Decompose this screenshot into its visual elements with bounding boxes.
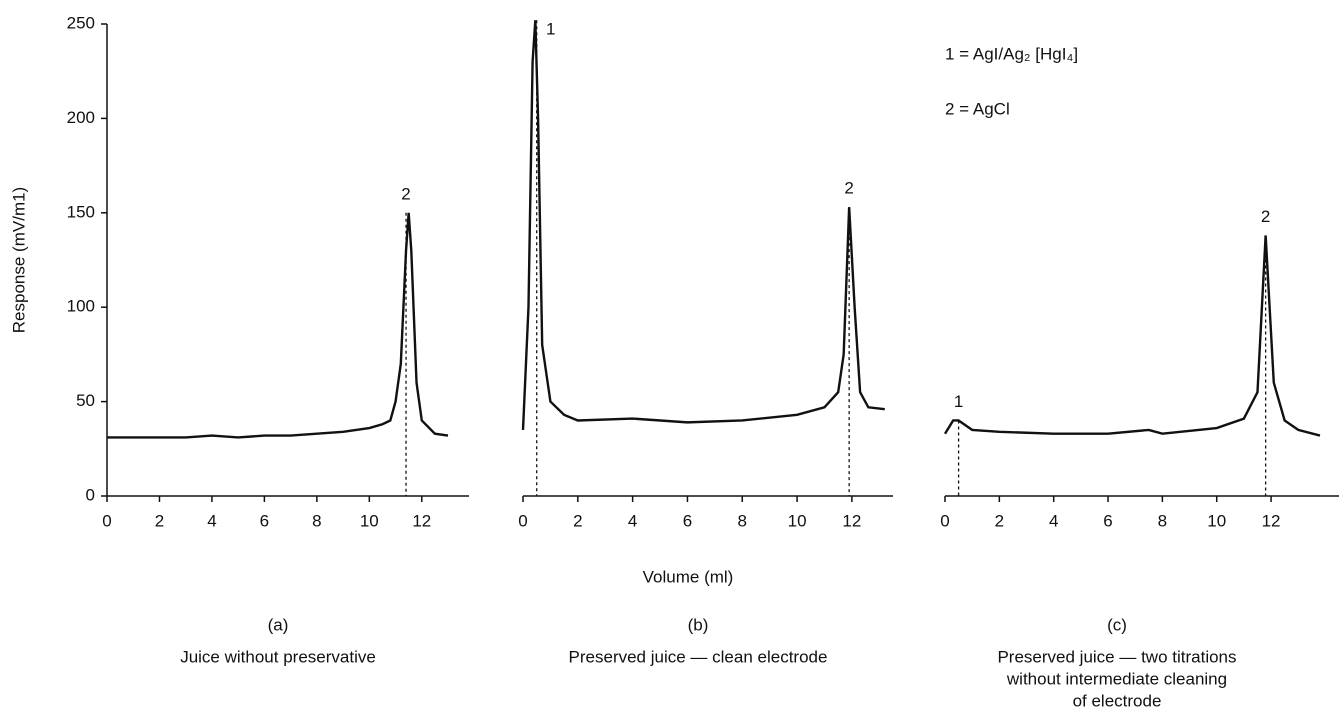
peak-label: 2 xyxy=(401,184,410,203)
x-tick-label: 6 xyxy=(1103,511,1112,530)
y-axis-label: Response (mV/m1) xyxy=(9,187,28,333)
peak-label: 2 xyxy=(1261,207,1270,226)
panel-caption: (a) xyxy=(268,615,289,634)
x-tick-label: 4 xyxy=(1049,511,1058,530)
legend-entry: 1 = AgI/Ag₂ [HgI₄] xyxy=(945,44,1078,63)
panel-caption: (b) xyxy=(688,615,709,634)
x-tick-label: 2 xyxy=(573,511,582,530)
x-tick-label: 8 xyxy=(1158,511,1167,530)
x-tick-label: 4 xyxy=(628,511,637,530)
y-tick-label: 50 xyxy=(76,391,95,410)
y-tick-label: 150 xyxy=(67,202,95,221)
x-tick-label: 0 xyxy=(518,511,527,530)
y-tick-label: 100 xyxy=(67,297,95,316)
x-tick-label: 6 xyxy=(683,511,692,530)
x-tick-label: 8 xyxy=(312,511,321,530)
x-tick-label: 2 xyxy=(155,511,164,530)
x-tick-label: 12 xyxy=(842,511,861,530)
x-tick-label: 2 xyxy=(995,511,1004,530)
data-line xyxy=(107,212,449,439)
x-tick-label: 8 xyxy=(738,511,747,530)
x-tick-label: 12 xyxy=(1262,511,1281,530)
y-tick-label: 0 xyxy=(86,485,95,504)
y-tick-label: 200 xyxy=(67,108,95,127)
y-tick-label: 250 xyxy=(67,13,95,32)
legend-entry: 2 = AgCl xyxy=(945,99,1010,118)
x-axis-label: Volume (ml) xyxy=(643,567,734,586)
panel-caption: (c) xyxy=(1107,615,1127,634)
peak-label: 2 xyxy=(844,179,853,198)
x-tick-label: 0 xyxy=(940,511,949,530)
panel-description: Preserved juice — two titrations xyxy=(997,647,1236,666)
panel-description: of electrode xyxy=(1073,691,1162,710)
panel-description: Preserved juice — clean electrode xyxy=(569,647,828,666)
data-line xyxy=(521,20,885,430)
x-tick-label: 4 xyxy=(207,511,216,530)
data-line xyxy=(943,235,1321,437)
x-tick-label: 10 xyxy=(360,511,379,530)
x-tick-label: 0 xyxy=(102,511,111,530)
peak-label: 1 xyxy=(546,20,555,39)
panel-description: without intermediate cleaning xyxy=(1006,669,1227,688)
peak-label: 1 xyxy=(954,392,963,411)
panel-description: Juice without preservative xyxy=(180,647,376,666)
x-tick-label: 10 xyxy=(1207,511,1226,530)
x-tick-label: 6 xyxy=(260,511,269,530)
x-tick-label: 12 xyxy=(412,511,431,530)
x-tick-label: 10 xyxy=(788,511,807,530)
